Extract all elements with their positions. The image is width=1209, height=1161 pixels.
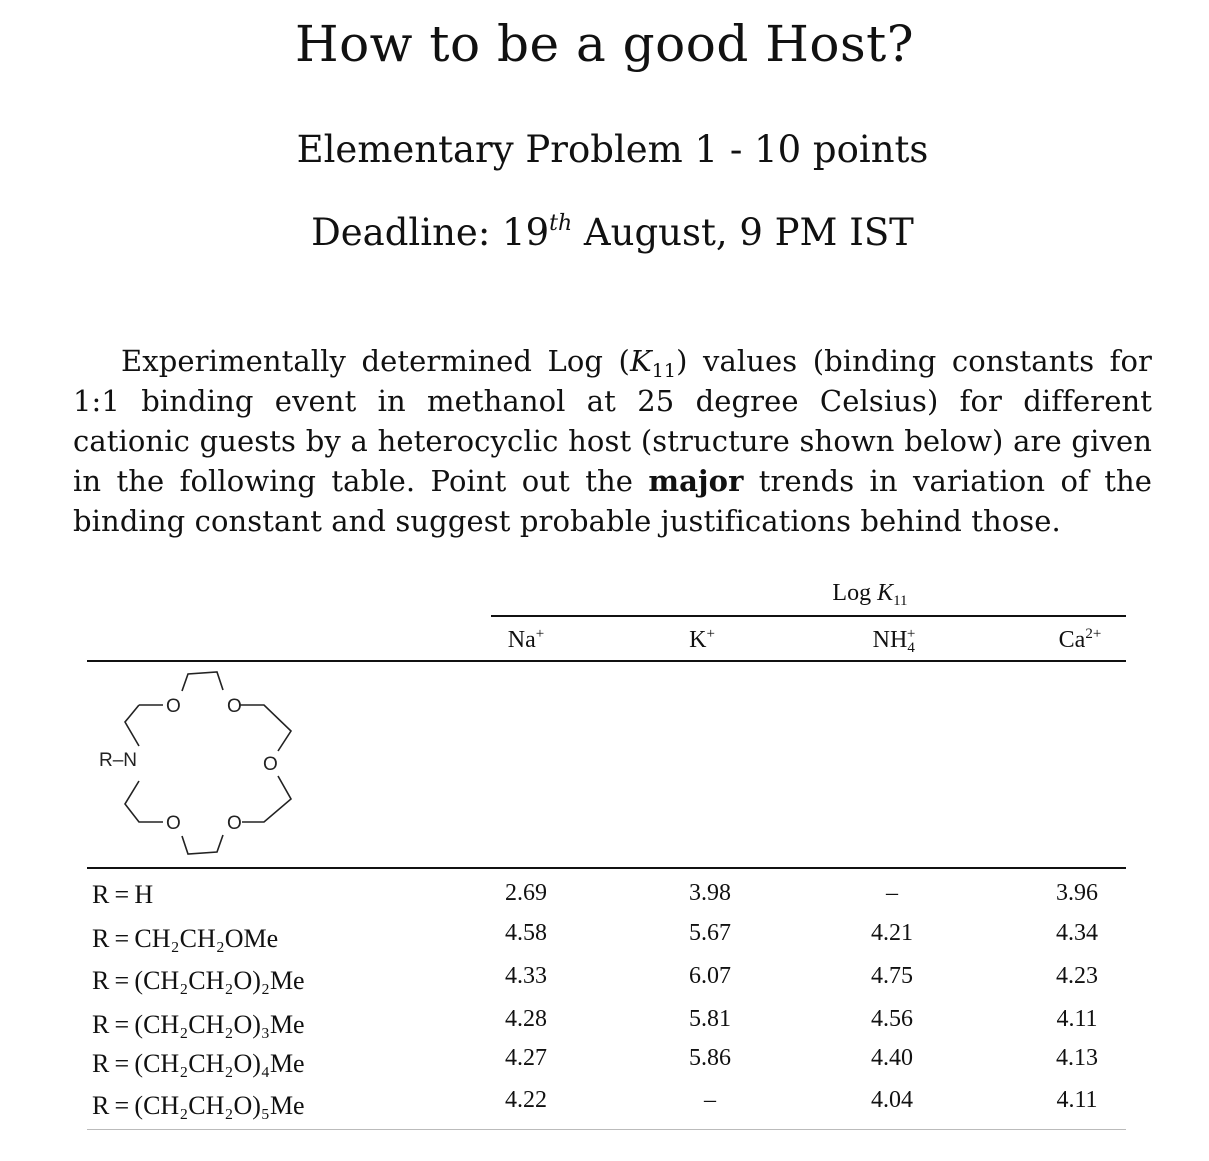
statement-bold: major	[648, 464, 744, 498]
col-k-sup: +	[706, 626, 715, 642]
bottom-rule	[87, 1129, 1126, 1130]
cell-na: 4.27	[505, 1045, 547, 1071]
col-k-base: K	[689, 627, 707, 653]
cell-na: 4.33	[505, 963, 547, 989]
cell-ca: 4.34	[1056, 920, 1098, 946]
problem-statement: Experimentally determined Log (K11) valu…	[73, 341, 1152, 541]
row-label: R = H	[92, 880, 154, 909]
deadline-suffix: August, 9 PM IST	[572, 211, 914, 254]
cell-ca: 4.11	[1056, 1087, 1098, 1113]
cell-k: 3.98	[689, 880, 731, 906]
row-label: R = (CH₂CH₂O)₃Me	[92, 1010, 305, 1039]
crown-bonds	[124, 671, 293, 855]
cell-k: 5.67	[689, 920, 731, 946]
statement-part2: ) values (binding constants for 1:1 bind…	[73, 344, 1152, 498]
cell-nh4: 4.75	[871, 963, 913, 989]
col-nh4-sup: +	[906, 626, 916, 642]
cell-k: 5.81	[689, 1006, 731, 1032]
oxygen-label-3: O	[263, 754, 278, 775]
cell-nh4: 4.56	[871, 1006, 913, 1032]
k-subscript: 11	[651, 360, 677, 382]
cell-nh4: 4.04	[871, 1087, 913, 1113]
oxygen-label-1: O	[166, 696, 181, 717]
oxygen-label-2: O	[227, 696, 242, 717]
cell-k: 5.86	[689, 1045, 731, 1071]
cell-nh4: 4.40	[871, 1045, 913, 1071]
row-label: R = (CH₂CH₂O)₄Me	[92, 1049, 305, 1078]
cell-nh4: 4.21	[871, 920, 913, 946]
cell-na: 4.28	[505, 1006, 547, 1032]
col-na-base: Na	[507, 627, 536, 653]
cell-k: –	[704, 1087, 716, 1113]
aza-crown-structure: O O O O O R–N	[99, 671, 293, 855]
deadline-ordinal: th	[549, 211, 573, 236]
col-header-k: K+	[642, 627, 762, 654]
deadline-prefix: Deadline: 19	[311, 211, 550, 254]
group-header: Log K11	[795, 580, 945, 609]
k-symbol: K	[629, 344, 652, 378]
page-title: How to be a good Host?	[294, 15, 915, 73]
oxygen-label-5: O	[227, 813, 242, 834]
row-label: R = (CH₂CH₂O)₂Me	[92, 966, 305, 995]
statement-part3: trends in variation of the binding const…	[73, 464, 1152, 538]
cell-nh4: –	[886, 880, 898, 906]
col-header-ca: Ca2+	[1020, 627, 1140, 654]
cell-ca: 4.13	[1056, 1045, 1098, 1071]
cell-ca: 3.96	[1056, 880, 1098, 906]
col-ca-base: Ca	[1058, 627, 1086, 653]
group-prefix: Log	[832, 580, 878, 606]
col-na-sup: +	[535, 626, 545, 642]
cell-na: 4.58	[505, 920, 547, 946]
row-label: R = CH₂CH₂OMe	[92, 924, 279, 953]
group-sub: 11	[893, 593, 908, 609]
col-ca-sup: 2+	[1085, 626, 1102, 642]
cell-ca: 4.11	[1056, 1006, 1098, 1032]
structure-rule	[87, 867, 1126, 869]
col-header-nh4: NH4+	[834, 626, 954, 656]
cell-k: 6.07	[689, 963, 731, 989]
cell-na: 2.69	[505, 880, 547, 906]
cell-na: 4.22	[505, 1087, 547, 1113]
statement-part1: Experimentally determined Log (	[121, 344, 630, 378]
col-nh4-sub: 4	[907, 640, 915, 656]
deadline: Deadline: 19th August, 9 PM IST	[0, 208, 1209, 258]
problem-subtitle: Elementary Problem 1 - 10 points	[296, 128, 929, 171]
group-rule	[491, 615, 1126, 617]
col-nh4-base: NH	[872, 627, 908, 653]
col-header-na: Na+	[466, 627, 586, 654]
header-rule	[87, 660, 1126, 662]
group-k: K	[877, 580, 894, 606]
oxygen-label-4: O	[166, 813, 181, 834]
cell-ca: 4.23	[1056, 963, 1098, 989]
row-label: R = (CH₂CH₂O)₅Me	[92, 1091, 305, 1120]
amine-label: R–N	[99, 750, 137, 771]
